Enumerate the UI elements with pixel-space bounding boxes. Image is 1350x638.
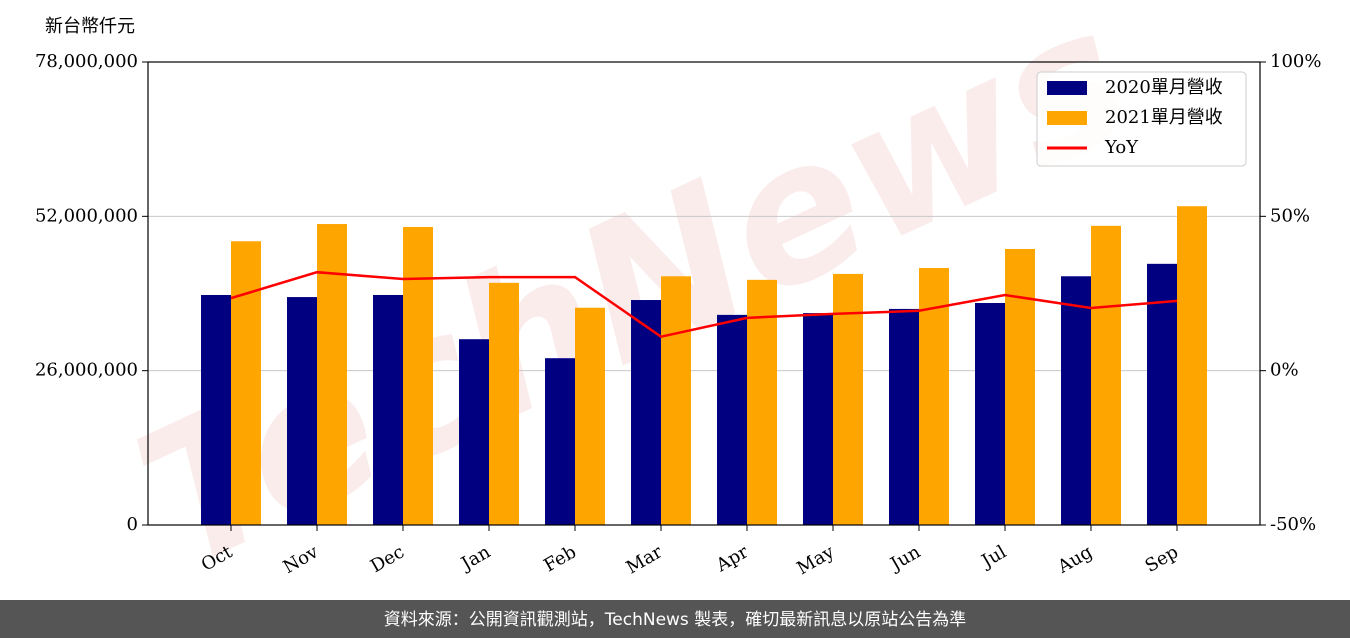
y2-tick-label: 50% — [1270, 205, 1310, 226]
bar — [459, 339, 489, 525]
bar — [317, 224, 347, 526]
bar — [1147, 263, 1177, 525]
bar — [231, 241, 261, 525]
y-tick-label: 78,000,000 — [35, 51, 138, 72]
bar — [975, 302, 1005, 525]
bar — [287, 297, 317, 525]
bar — [1061, 276, 1091, 525]
bar — [373, 294, 403, 525]
bar — [747, 279, 777, 525]
bar — [403, 227, 433, 525]
legend-swatch — [1047, 81, 1087, 95]
bar — [889, 308, 919, 525]
bar — [489, 282, 519, 525]
bar — [803, 313, 833, 525]
bar — [1091, 225, 1121, 526]
legend-label: 2020單月營收 — [1105, 77, 1223, 98]
bar — [717, 314, 747, 525]
y-axis-label: 新台幣仟元 — [45, 16, 135, 37]
y-tick-label: 26,000,000 — [35, 360, 138, 381]
line — [230, 270, 1178, 339]
footer-bar — [0, 600, 1350, 638]
bar — [545, 358, 575, 525]
bar — [661, 276, 691, 525]
bar — [833, 273, 863, 525]
y2-tick-label: 100% — [1270, 51, 1321, 72]
bar — [1177, 206, 1207, 525]
bar — [631, 300, 661, 525]
legend-label: 2021單月營收 — [1105, 107, 1223, 128]
plot-frame — [147, 61, 1261, 526]
y2-tick-label: 0% — [1270, 360, 1299, 381]
source-note: 資料來源：公開資訊觀測站，TechNews 製表，確切最新訊息以原站公告為準 — [384, 610, 966, 630]
legend-box — [1036, 71, 1247, 167]
bar — [1005, 248, 1035, 525]
y-tick-label: 52,000,000 — [35, 205, 138, 226]
legend-label: YoY — [1104, 137, 1139, 158]
y2-tick-label: -50% — [1270, 514, 1316, 535]
bar — [575, 307, 605, 525]
y-tick-label: 0 — [127, 514, 138, 535]
bar — [201, 294, 231, 525]
plot-area: 0 26,000,000 52,000,000 78,000,000 -50% 0% 50%… — [35, 51, 1322, 579]
legend-swatch — [1047, 111, 1087, 125]
